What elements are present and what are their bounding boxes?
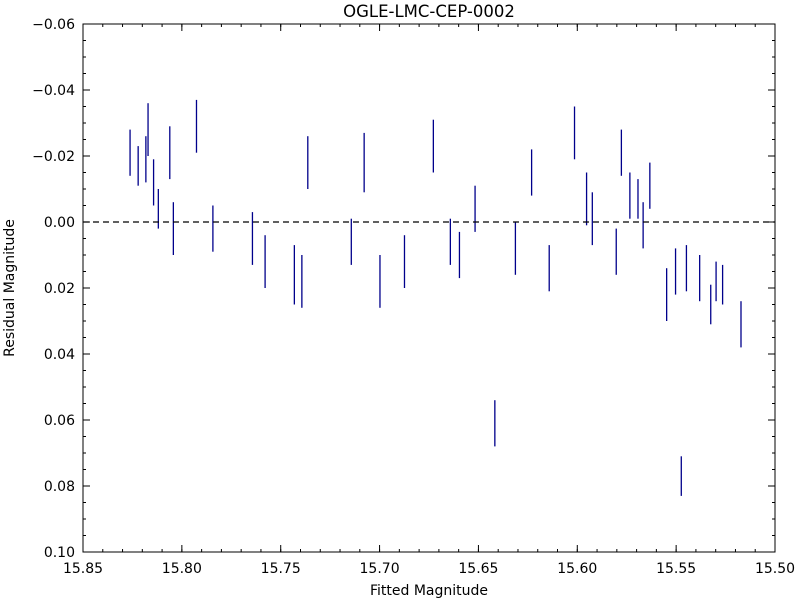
y-tick-label: 0.04 [44, 347, 75, 363]
x-tick-label: 15.75 [261, 561, 301, 577]
y-tick-label: −0.04 [32, 83, 75, 99]
tick-layer: 15.85 15.80 15.75 15.70 15.65 15.60 15.55 15.50… [32, 17, 795, 577]
x-tick-label: 15.85 [63, 561, 103, 577]
y-tick-label: −0.06 [32, 17, 75, 33]
x-tick-label: 15.65 [458, 561, 498, 577]
x-tick-label: 15.70 [360, 561, 400, 577]
series-layer [129, 99, 742, 496]
y-tick-label: 0.06 [44, 413, 75, 429]
y-tick-label: 0.02 [44, 281, 75, 297]
y-tick-label: 0.00 [44, 215, 75, 231]
y-tick-label: 0.10 [44, 545, 75, 561]
x-tick-label: 15.50 [755, 561, 795, 577]
y-tick-label: 0.08 [44, 479, 75, 495]
x-tick-label: 15.55 [656, 561, 696, 577]
x-tick-label: 15.60 [557, 561, 597, 577]
x-axis-label: Fitted Magnitude [370, 583, 488, 599]
y-axis-label: Residual Magnitude [2, 219, 18, 357]
plot-frame [82, 23, 776, 553]
chart-title: OGLE-LMC-CEP-0002 [343, 2, 515, 21]
x-tick-label: 15.80 [162, 561, 202, 577]
y-tick-label: −0.02 [32, 149, 75, 165]
